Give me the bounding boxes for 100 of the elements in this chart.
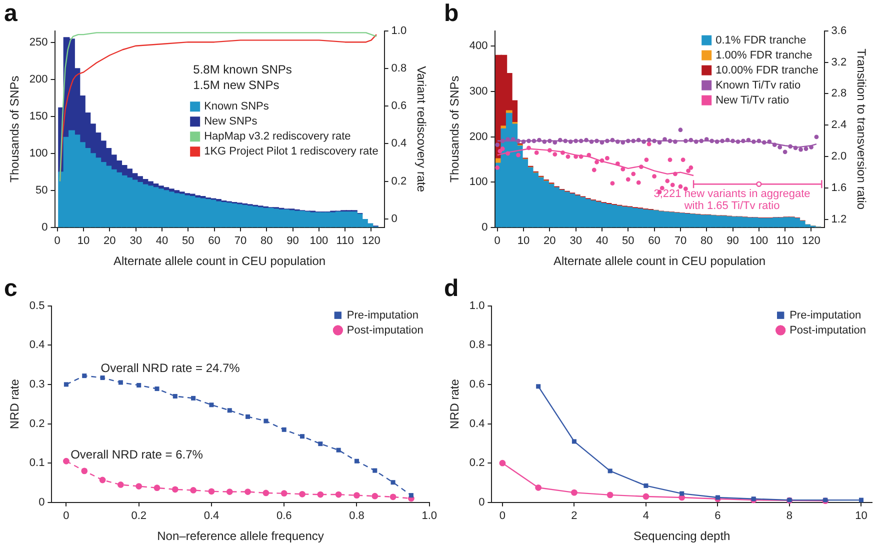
x-tick-label: 0	[54, 235, 60, 248]
y-axis-title: NRD rate	[448, 378, 462, 430]
y2-tick-label: 1.6	[831, 182, 847, 194]
y2-tick-label: 2.8	[831, 88, 847, 100]
y-tick-label: 0	[38, 496, 45, 508]
y-tick-label: 100	[29, 148, 48, 160]
x-tick-label: 0.8	[349, 510, 364, 522]
x-tick-label: 110	[776, 235, 794, 248]
chart-title: b	[444, 0, 459, 28]
y2-axis-title: Transition to transversion ratio	[854, 48, 868, 210]
y2-axis-title: Variant rediscovery rate	[414, 66, 428, 192]
y-tick-label: 0.4	[29, 339, 45, 352]
x-tick-label: 0	[494, 235, 500, 248]
legend-label: Pre-imputation	[790, 309, 862, 322]
x-tick-label: 80	[260, 235, 273, 248]
x-tick-label: 8	[786, 510, 793, 522]
y-tick-label: 50	[36, 184, 48, 196]
x-tick-label: 80	[700, 235, 713, 248]
x-tick-label: 60	[648, 235, 660, 248]
x-tick-label: 100	[750, 235, 768, 248]
chart-title: c	[4, 275, 18, 302]
x-axis-title: Alternate allele count in CEU population	[113, 254, 326, 268]
x-tick-label: 0.6	[276, 510, 292, 522]
y-tick-label: 0.2	[29, 418, 45, 430]
y2-tick-label: 1.0	[391, 24, 407, 37]
y-tick-label: 0	[42, 221, 48, 234]
y-tick-label: 100	[469, 176, 488, 188]
y-tick-label: 0.4	[469, 418, 485, 430]
annotation: Overall NRD rate = 24.7%	[100, 361, 240, 376]
x-axis-title: Sequencing depth	[633, 529, 730, 544]
y2-tick-label: 3.6	[831, 24, 847, 37]
legend-label: 1KG Project Pilot 1 rediscovery rate	[204, 146, 378, 158]
y-tick-label: 200	[29, 74, 48, 86]
y-axis-title: Thousands of SNPs	[8, 76, 22, 182]
y-tick-label: 300	[469, 86, 488, 98]
y2-tick-label: 2.4	[831, 119, 847, 132]
x-tick-label: 20	[544, 235, 556, 248]
x-tick-label: 1.0	[422, 510, 438, 522]
x-tick-label: 4	[642, 510, 650, 522]
x-axis-title: Non–reference allele frequency	[157, 529, 324, 544]
annotation: 1.5M new SNPs	[193, 78, 280, 92]
legend-label: 0.1% FDR tranche	[716, 34, 806, 46]
y2-tick-label: 0.4	[391, 138, 407, 150]
x-tick-label: 20	[104, 235, 116, 248]
y-tick-label: 150	[29, 110, 48, 123]
x-tick-label: 0	[499, 510, 506, 522]
y2-tick-label: 0.2	[391, 175, 407, 188]
x-tick-label: 30	[570, 235, 582, 248]
x-tick-label: 30	[130, 235, 142, 248]
x-tick-label: 50	[182, 235, 194, 248]
y-axis-title: NRD rate	[8, 378, 22, 430]
y-tick-label: 1.0	[469, 300, 485, 312]
legend-label: HapMap v3.2 rediscovery rate	[204, 130, 351, 143]
x-tick-label: 10	[77, 235, 90, 248]
y2-tick-label: 0.8	[391, 62, 407, 74]
x-axis-title: Alternate allele count in CEU population	[553, 254, 766, 268]
y-tick-label: 250	[29, 36, 48, 49]
y-tick-label: 0.1	[29, 457, 45, 470]
x-tick-label: 0.2	[131, 510, 146, 522]
legend-label: New Ti/Tv ratio	[716, 94, 789, 106]
y-tick-label: 0.2	[469, 457, 485, 470]
legend-label: Known Ti/Tv ratio	[716, 79, 801, 92]
x-tick-label: 90	[286, 235, 299, 248]
y-tick-label: 0	[482, 221, 488, 234]
annotation: Overall NRD rate = 6.7%	[70, 448, 204, 462]
y-tick-label: 0.3	[29, 378, 45, 390]
y-axis-title: Thousands of SNPs	[448, 76, 462, 182]
x-tick-label: 6	[714, 510, 721, 522]
chart-title: a	[4, 0, 18, 28]
legend-label: Pre-imputation	[346, 309, 418, 322]
x-tick-label: 40	[596, 235, 608, 248]
y-tick-label: 0.5	[29, 300, 45, 312]
y2-tick-label: 2.0	[831, 150, 847, 163]
x-tick-label: 10	[855, 510, 868, 522]
y-tick-label: 0.8	[469, 339, 485, 352]
y-tick-label: 0	[478, 496, 485, 508]
x-tick-label: 0	[63, 510, 70, 522]
y2-tick-label: 0	[391, 212, 398, 225]
legend-label: 10.00% FDR tranche	[716, 64, 818, 76]
annotation: 5.8M known SNPs	[193, 62, 292, 76]
legend-label: Known SNPs	[204, 100, 270, 113]
x-tick-label: 120	[362, 235, 380, 248]
y2-tick-label: 3.2	[831, 56, 847, 68]
x-tick-label: 0.4	[204, 510, 220, 522]
y2-tick-label: 0.6	[391, 100, 407, 112]
legend-label: 1.00% FDR tranche	[716, 49, 812, 62]
x-tick-label: 50	[622, 235, 634, 248]
y-tick-label: 400	[469, 40, 488, 52]
legend-label: Post-imputation	[346, 324, 424, 336]
x-tick-label: 10	[517, 235, 530, 248]
legend-label: New SNPs	[204, 116, 258, 128]
x-tick-label: 60	[208, 235, 220, 248]
chart-title: d	[444, 275, 459, 302]
x-tick-label: 70	[674, 235, 687, 248]
x-tick-label: 70	[234, 235, 247, 248]
y-tick-label: 200	[469, 130, 488, 143]
legend-label: Post-imputation	[790, 324, 866, 336]
x-tick-label: 100	[310, 235, 328, 248]
y-tick-label: 0.6	[469, 378, 485, 390]
x-tick-label: 2	[571, 510, 578, 522]
